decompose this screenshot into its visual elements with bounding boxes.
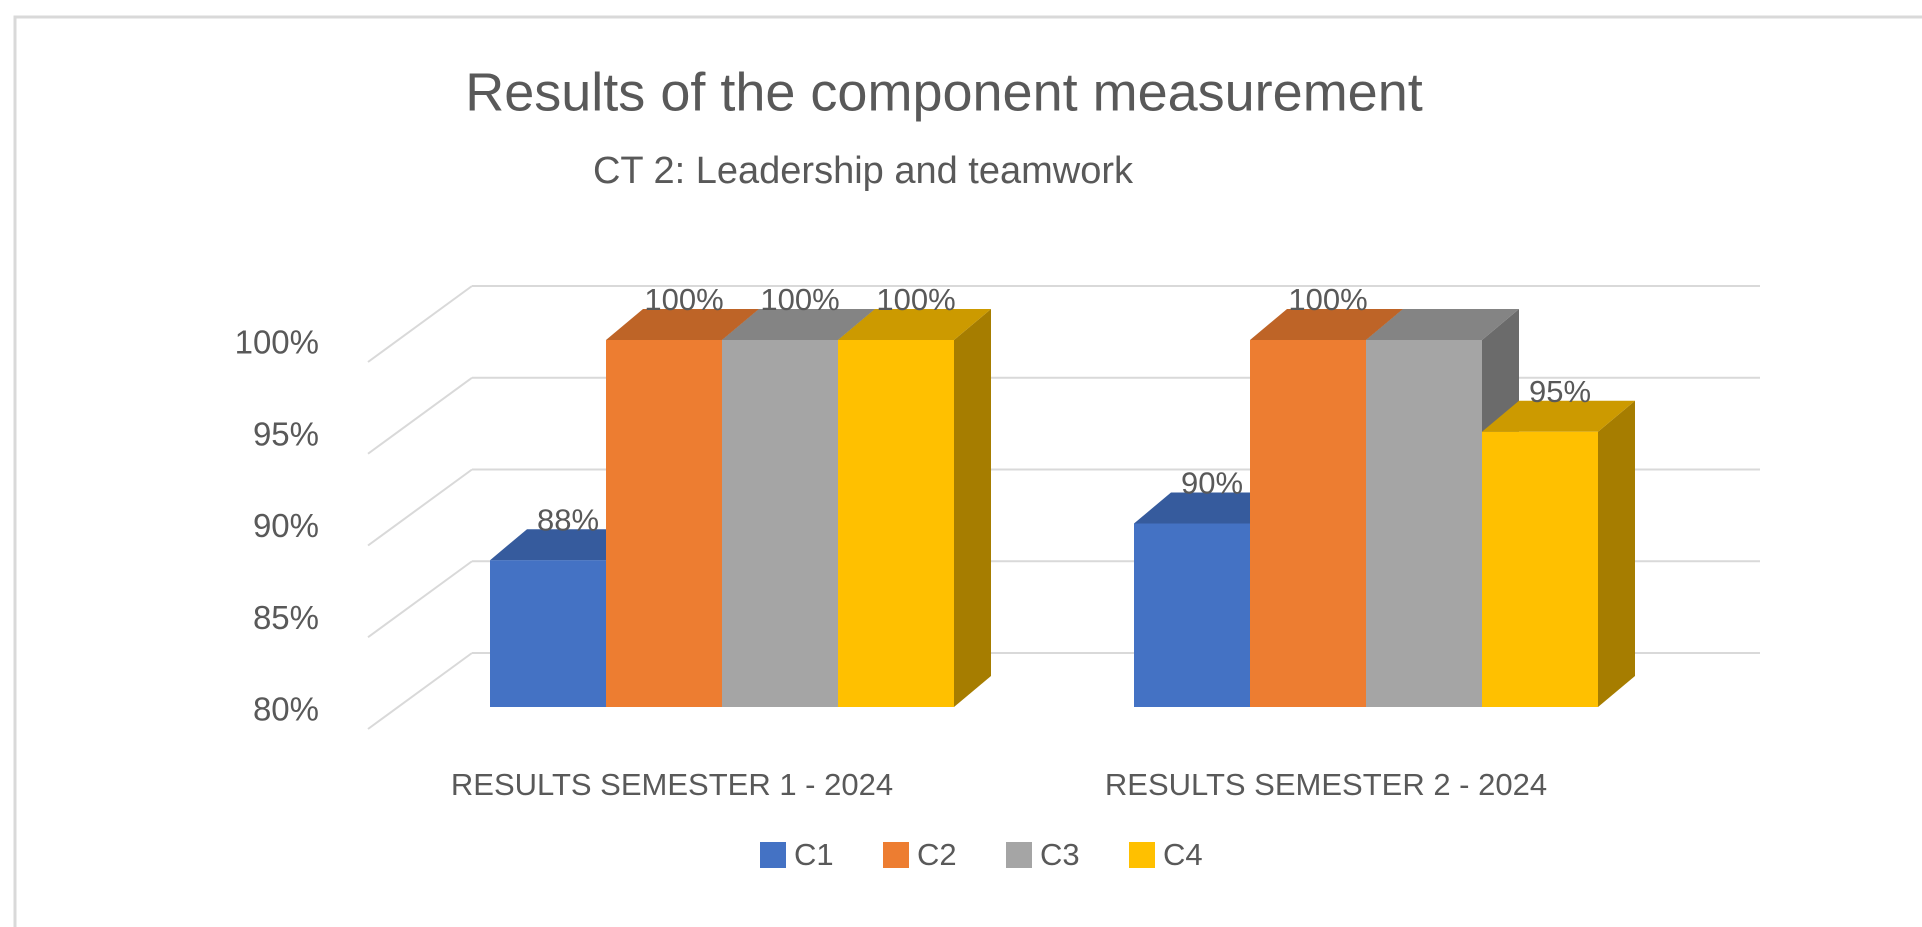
- x-tick-label: RESULTS SEMESTER 1 - 2024: [450, 767, 894, 802]
- bar-top: [490, 529, 643, 561]
- grid-line: [367, 285, 473, 363]
- data-label: 95%: [1529, 374, 1591, 409]
- y-tick-label: 95%: [253, 415, 319, 452]
- bar-top: [1482, 400, 1635, 432]
- legend-swatch: [1006, 842, 1032, 868]
- legend-swatch: [1129, 842, 1155, 868]
- legend-label: C4: [1163, 837, 1203, 872]
- bar-side: [954, 309, 991, 707]
- y-tick-label: 85%: [253, 599, 319, 636]
- grid-line: [367, 560, 473, 639]
- y-tick-label: 100%: [235, 324, 319, 361]
- bar: [490, 560, 606, 707]
- chart-border: [13, 15, 1922, 927]
- bar: [1366, 340, 1482, 707]
- bar-side: [1598, 400, 1635, 707]
- bar: [1250, 340, 1366, 707]
- bar-top: [1134, 492, 1287, 524]
- data-label: 100%: [876, 282, 955, 317]
- data-label: 100%: [1288, 282, 1367, 317]
- data-label: 88%: [537, 502, 599, 537]
- data-label: 90%: [1181, 466, 1243, 501]
- grid-line: [367, 652, 473, 730]
- grid-line: [367, 376, 473, 455]
- data-label: 100%: [644, 282, 723, 317]
- bar: [722, 340, 838, 707]
- legend-label: C3: [1040, 837, 1080, 872]
- y-tick-label: 90%: [253, 507, 319, 544]
- x-tick-label: RESULTS SEMESTER 2 - 2024: [1104, 767, 1548, 802]
- chart-title: Results of the component measurement: [465, 62, 1423, 122]
- bar: [838, 340, 954, 707]
- grid-line: [367, 468, 473, 547]
- legend-swatch: [760, 842, 786, 868]
- chart-subtitle: CT 2: Leadership and teamwork: [593, 150, 1134, 192]
- y-tick-label: 80%: [253, 691, 319, 728]
- bar: [1134, 523, 1250, 707]
- bar-top: [838, 309, 991, 340]
- data-label: 100%: [760, 282, 839, 317]
- bar: [1482, 431, 1598, 707]
- legend-label: C1: [794, 837, 834, 872]
- legend-label: C2: [917, 837, 957, 872]
- bar-top: [1366, 309, 1519, 340]
- bar: [606, 340, 722, 707]
- bar-top: [1250, 309, 1403, 340]
- legend-swatch: [883, 842, 909, 868]
- bar-top: [722, 309, 875, 340]
- bar-top: [606, 309, 759, 340]
